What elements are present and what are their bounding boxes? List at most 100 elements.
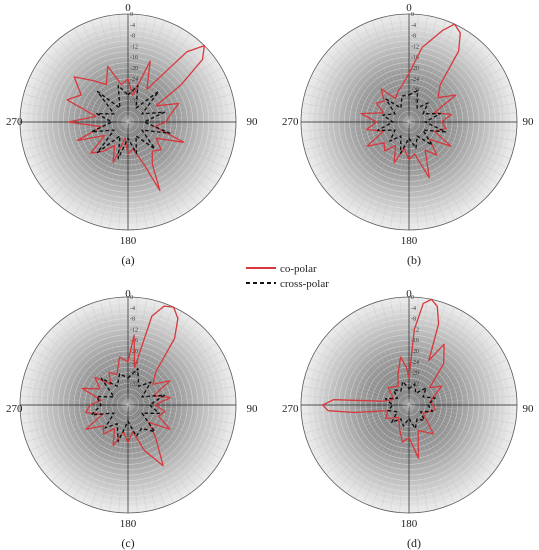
grid-spoke	[127, 404, 233, 434]
radial-tick-label: -8	[411, 317, 416, 323]
grid-spoke	[354, 121, 410, 216]
grid-spoke	[127, 359, 226, 406]
angle-label-90-d: 90	[523, 403, 535, 415]
grid-spoke	[90, 121, 129, 224]
grid-spoke	[408, 404, 514, 434]
grid-spoke	[408, 342, 498, 406]
grid-spoke	[23, 93, 129, 123]
grid-spoke	[302, 404, 410, 424]
grid-spoke	[127, 59, 217, 123]
panel-label-d: (d)	[407, 536, 421, 550]
grid-spoke	[408, 121, 447, 224]
grid-spoke	[127, 404, 205, 482]
grid-spoke	[408, 307, 455, 406]
grid-spoke	[326, 121, 410, 192]
grid-spoke	[58, 404, 129, 488]
radial-tick-label: 0	[130, 12, 133, 18]
grid-spoke	[408, 28, 464, 123]
grid-spoke	[307, 84, 410, 123]
grid-spoke	[127, 121, 230, 160]
grid-spoke	[332, 328, 410, 406]
radial-tick-label: -8	[130, 317, 135, 323]
grid-spoke	[127, 350, 222, 406]
grid-spoke	[34, 404, 129, 460]
grid-spoke	[408, 386, 516, 406]
series-copolar	[66, 44, 206, 192]
grid-spoke	[380, 300, 410, 406]
grid-spoke	[315, 404, 410, 460]
grid-spoke	[65, 33, 129, 123]
grid-spoke	[408, 121, 511, 160]
grid-spoke	[320, 121, 410, 185]
grid-spoke	[45, 121, 129, 192]
grid-spoke	[127, 404, 226, 451]
grid-spoke	[408, 121, 438, 227]
grid-spoke	[354, 28, 410, 123]
angle-label-0-a: 0	[125, 2, 131, 14]
grid-spoke	[408, 33, 472, 123]
grid-spoke	[127, 307, 174, 406]
grid-spoke	[127, 311, 183, 406]
radial-tick-label: -24	[411, 360, 419, 366]
grid-spoke	[127, 52, 211, 123]
grid-spoke	[127, 404, 147, 512]
grid-spoke	[408, 311, 464, 406]
angle-label-0-b: 0	[406, 2, 412, 14]
grid-spoke	[127, 121, 211, 192]
grid-spoke	[127, 14, 138, 123]
grid-spoke	[408, 335, 492, 406]
grid-spoke	[302, 121, 410, 141]
grid-spoke	[408, 121, 516, 141]
grid-spoke	[99, 404, 129, 510]
grid-spoke	[99, 17, 129, 123]
grid-spoke	[332, 121, 410, 199]
grid-spoke	[311, 121, 410, 168]
grid-spoke	[302, 386, 410, 406]
grid-spoke	[58, 121, 129, 205]
grid-spoke	[326, 52, 410, 123]
angle-label-0-c: 0	[125, 288, 131, 300]
grid-spoke	[118, 297, 129, 406]
grid-spoke	[408, 298, 428, 406]
angle-label-90-a: 90	[247, 116, 259, 128]
grid-spoke	[346, 121, 410, 211]
radial-tick-label: -12	[411, 327, 419, 333]
polar-panel-c: 0-4-8-12-16-20-24-28-32 0 90 180 270 (c)	[6, 288, 258, 550]
grid-spoke	[26, 404, 129, 443]
polar-panel-b: 0 -4 -8 -12 -16 -20 -24 -28 -32 0 90 180 270 (b)	[282, 2, 534, 267]
grid-spoke	[127, 121, 166, 224]
grid-spoke	[127, 121, 183, 216]
grid-spoke	[127, 24, 174, 123]
radial-tick-label: -16	[411, 55, 419, 61]
grid-spoke	[34, 121, 129, 177]
grid-spoke	[390, 15, 410, 123]
grid-spoke	[90, 303, 129, 406]
grid-spoke	[315, 67, 410, 123]
grid-spoke	[23, 376, 129, 406]
grid-spoke	[127, 376, 233, 406]
angle-label-270-d: 270	[282, 403, 299, 415]
radial-tick-label: -32	[411, 98, 419, 104]
grid-spoke	[127, 121, 233, 151]
series-copolar	[321, 298, 445, 459]
grid-spoke	[127, 121, 235, 141]
grid-spoke	[408, 404, 419, 513]
radial-tick-label: -8	[130, 34, 135, 40]
grid-spoke	[127, 121, 205, 199]
grid-spoke	[399, 297, 410, 406]
grid-spoke	[127, 395, 236, 406]
grid-spoke	[65, 316, 129, 406]
grid-spoke	[21, 404, 129, 424]
radial-tick-label: -4	[411, 23, 416, 29]
radial-tick-label: 0	[130, 295, 133, 301]
grid-spoke	[65, 404, 129, 494]
grid-spoke	[109, 298, 129, 406]
grid-spoke	[127, 121, 198, 205]
radial-tick-label: -28	[411, 371, 419, 377]
angle-label-180-c: 180	[120, 518, 137, 530]
grid-spoke	[408, 376, 514, 406]
grid-spoke	[127, 297, 138, 406]
polar-plot-d: 0-4-8-12-16-20-24-28-32	[300, 295, 518, 514]
grid-spoke	[380, 121, 410, 227]
grid-spoke	[302, 103, 410, 123]
